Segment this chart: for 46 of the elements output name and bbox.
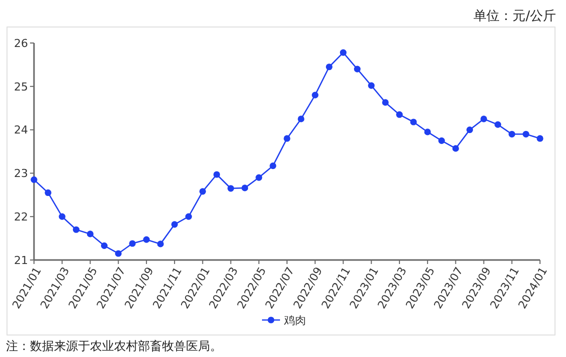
point (494, 121, 502, 128)
point (368, 82, 375, 89)
point (284, 135, 290, 142)
point (466, 126, 474, 134)
legend-label: 鸡肉 (283, 314, 306, 327)
point (396, 111, 403, 118)
point (242, 184, 248, 192)
y-tick-label: 25 (14, 80, 28, 94)
y-tick-label: 23 (14, 167, 28, 180)
point (30, 176, 38, 184)
point (480, 116, 488, 122)
point (536, 135, 544, 142)
point (44, 189, 52, 196)
point (340, 49, 347, 56)
point (298, 116, 304, 122)
text: 注：数据来源于农业农村部畜牧兽医局。 (6, 339, 222, 353)
y-tick-label: 24 (14, 124, 28, 137)
point (171, 221, 178, 228)
point (157, 240, 164, 248)
point (452, 145, 459, 152)
y-tick-label: 22 (14, 210, 28, 224)
point (129, 240, 136, 247)
y-tick-label: 21 (14, 254, 28, 267)
point (270, 162, 276, 170)
point (86, 230, 94, 238)
point (382, 99, 389, 106)
point (115, 250, 122, 257)
point (58, 213, 66, 220)
point (185, 213, 192, 220)
point (424, 128, 431, 136)
point (312, 92, 318, 98)
point (72, 226, 80, 233)
point (410, 118, 417, 126)
point (326, 64, 332, 70)
text: 单位：元/公斤 (474, 9, 556, 24)
point (227, 185, 234, 192)
point (438, 137, 445, 144)
point (256, 174, 262, 181)
point (213, 171, 220, 178)
point (143, 236, 150, 243)
y-tick-label: 26 (14, 36, 28, 50)
point (100, 242, 108, 249)
point (508, 130, 516, 138)
point (199, 188, 206, 195)
point (522, 130, 530, 138)
point (354, 66, 361, 72)
